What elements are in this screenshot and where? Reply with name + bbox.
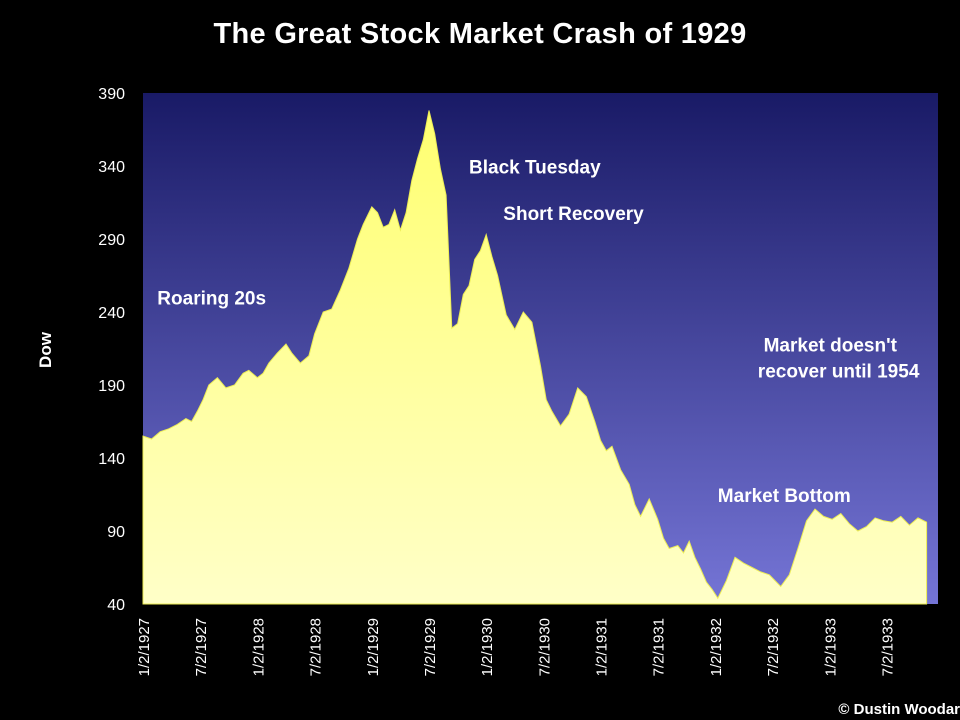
annotation-label: Black Tuesday bbox=[469, 157, 601, 178]
x-tick-label: 1/2/1933 bbox=[822, 618, 839, 676]
copyright-credit: © Dustin Woodar bbox=[838, 701, 960, 718]
x-tick-label: 7/2/1927 bbox=[193, 618, 210, 676]
x-tick-label: 7/2/1932 bbox=[765, 618, 782, 676]
x-tick-label: 7/2/1929 bbox=[422, 618, 439, 676]
y-tick-label: 240 bbox=[98, 305, 125, 322]
x-tick-label: 1/2/1931 bbox=[594, 618, 611, 676]
x-tick-label: 7/2/1931 bbox=[651, 618, 668, 676]
annotation-label: Market doesn't bbox=[764, 335, 898, 356]
annotation-label: Market Bottom bbox=[718, 486, 851, 507]
x-tick-label: 1/2/1929 bbox=[365, 618, 382, 676]
x-tick-label: 1/2/1930 bbox=[479, 618, 496, 676]
annotation-label: Short Recovery bbox=[503, 204, 644, 225]
y-tick-label: 90 bbox=[107, 524, 125, 541]
x-tick-label: 7/2/1928 bbox=[308, 618, 325, 676]
x-tick-label: 1/2/1928 bbox=[250, 618, 267, 676]
x-tick-label: 7/2/1930 bbox=[536, 618, 553, 676]
y-tick-label: 40 bbox=[107, 597, 125, 614]
dow-area bbox=[142, 110, 928, 605]
y-tick-label: 340 bbox=[98, 159, 125, 176]
chart-title: The Great Stock Market Crash of 1929 bbox=[213, 18, 747, 50]
y-axis-label: Dow bbox=[36, 331, 55, 368]
x-tick-label: 1/2/1932 bbox=[708, 618, 725, 676]
x-tick-label: 7/2/1933 bbox=[880, 618, 897, 676]
y-tick-label: 140 bbox=[98, 451, 125, 468]
y-tick-label: 290 bbox=[98, 232, 125, 249]
y-tick-label: 190 bbox=[98, 378, 125, 395]
y-tick-label: 390 bbox=[98, 86, 125, 103]
annotation-label: recover until 1954 bbox=[758, 362, 920, 383]
annotation-label: Roaring 20s bbox=[157, 289, 266, 310]
x-tick-label: 1/2/1927 bbox=[136, 618, 153, 676]
